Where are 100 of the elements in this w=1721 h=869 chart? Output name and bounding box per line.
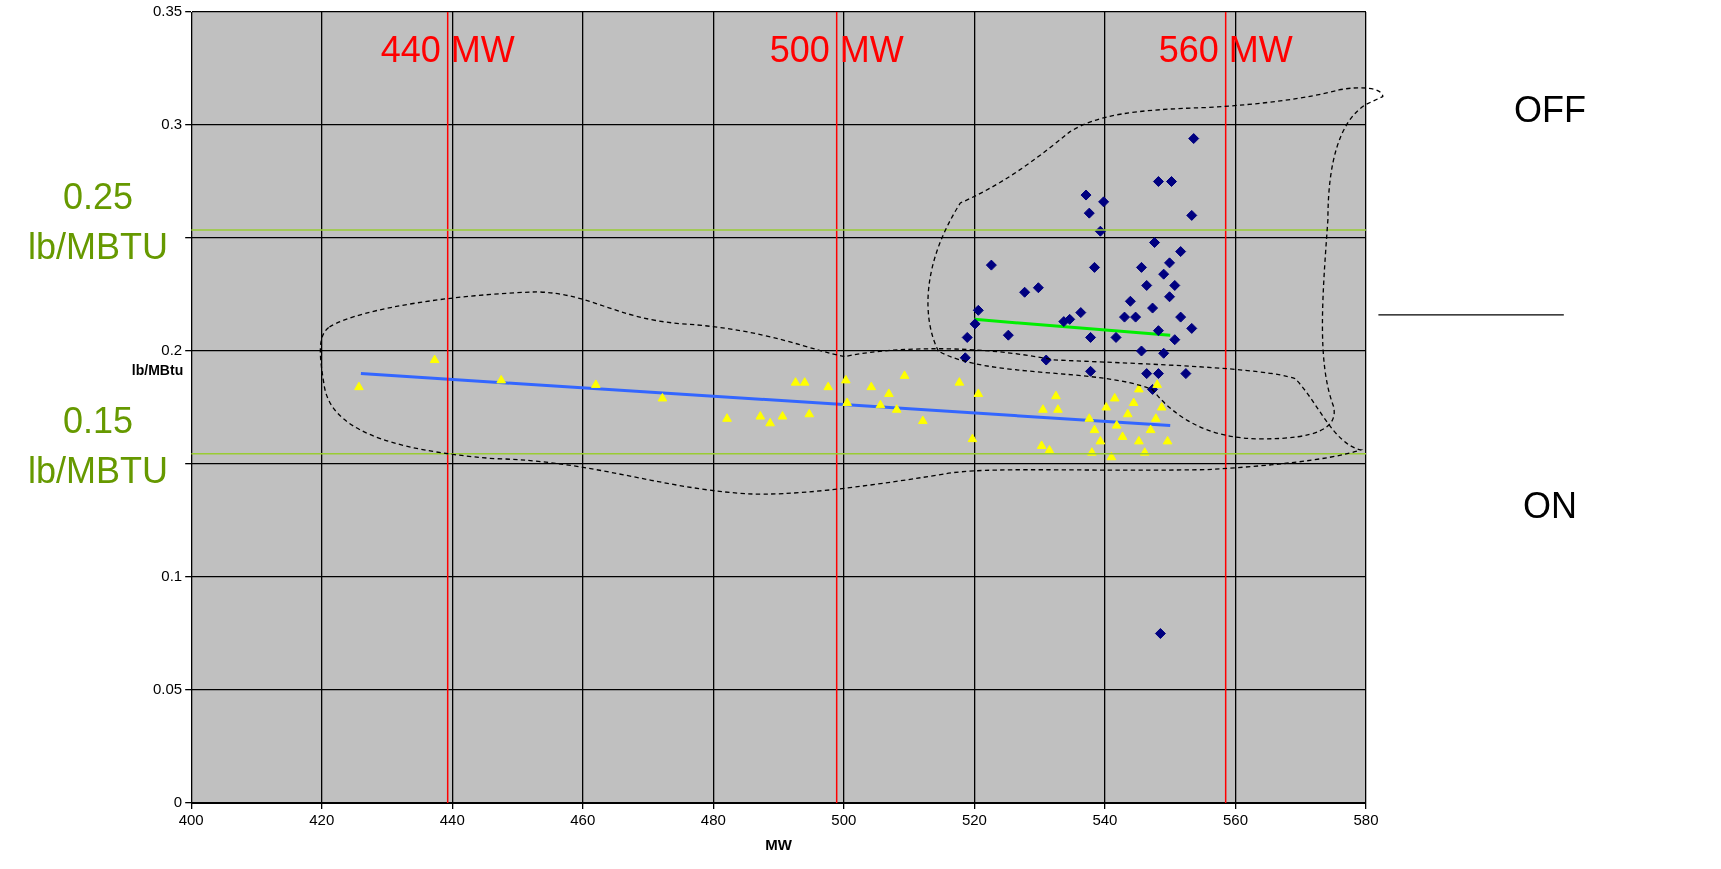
- point: [1175, 311, 1187, 323]
- point: [1124, 295, 1136, 307]
- point: [657, 392, 668, 402]
- text: ON: [1523, 484, 1577, 526]
- point: [1109, 392, 1120, 402]
- point: [866, 381, 877, 391]
- point: [765, 417, 775, 427]
- point: [1053, 404, 1063, 413]
- ref-line-label: 440 MW: [380, 28, 515, 70]
- point: [1164, 291, 1176, 303]
- y-tick-label: 0.35: [152, 2, 183, 20]
- x-tick-label: 460: [570, 811, 596, 829]
- point: [973, 388, 984, 397]
- point: [1119, 311, 1131, 323]
- point: [1164, 257, 1176, 269]
- point: [591, 379, 601, 388]
- point: [1075, 307, 1087, 319]
- point: [1134, 435, 1144, 445]
- point: [777, 411, 788, 420]
- x-tick-label: 540: [1092, 811, 1118, 829]
- x-tick-label: 480: [700, 811, 726, 829]
- point: [823, 381, 834, 391]
- point: [429, 354, 440, 364]
- point: [899, 370, 910, 379]
- point: [1080, 189, 1092, 201]
- point: [1088, 261, 1100, 273]
- point: [1188, 133, 1200, 145]
- point: [799, 377, 810, 386]
- point: [1156, 402, 1167, 411]
- point: [1098, 196, 1110, 208]
- point: [1032, 282, 1044, 294]
- point: [972, 304, 984, 316]
- point: [804, 408, 815, 418]
- point: [496, 374, 507, 384]
- point: [1152, 368, 1164, 380]
- point: [884, 388, 894, 397]
- ref-line-label: 0.15 lb/MBTU: [27, 399, 169, 491]
- x-axis-title: MW: [765, 836, 793, 854]
- point: [1038, 404, 1048, 413]
- point: [1186, 322, 1198, 334]
- point: [1162, 435, 1173, 445]
- point: [967, 433, 978, 443]
- point: [969, 318, 981, 330]
- point: [1084, 413, 1095, 422]
- point: [1175, 246, 1187, 258]
- point: [1064, 313, 1076, 325]
- point: [1095, 435, 1106, 445]
- point: [1122, 408, 1133, 418]
- point: [722, 413, 732, 422]
- point: [961, 331, 973, 343]
- x-tick-label: 420: [309, 811, 335, 829]
- x-tick-label: 580: [1353, 811, 1379, 829]
- y-tick-label: 0: [173, 793, 183, 811]
- point: [1169, 279, 1181, 291]
- y-tick-label: 0.05: [152, 680, 183, 698]
- point: [1089, 424, 1100, 434]
- point: [1186, 209, 1198, 221]
- point: [1036, 440, 1047, 449]
- point: [1145, 424, 1156, 434]
- point: [790, 377, 801, 386]
- point: [1180, 368, 1192, 380]
- x-tick-label: 400: [178, 811, 204, 829]
- point: [1101, 402, 1112, 411]
- point: [1085, 365, 1097, 377]
- point: [755, 411, 766, 420]
- point: [840, 374, 851, 384]
- point: [1051, 390, 1061, 400]
- point: [1169, 334, 1181, 346]
- x-tick-label: 500: [831, 811, 857, 829]
- point: [1134, 383, 1144, 393]
- point: [842, 397, 852, 406]
- point: [1111, 420, 1122, 429]
- y-tick-label: 0.3: [161, 115, 183, 133]
- ref-line-label: 0.25 lb/MBTU: [27, 176, 169, 268]
- x-tick-label: 440: [439, 811, 465, 829]
- point: [1147, 302, 1159, 314]
- point: [1083, 207, 1095, 219]
- point: [1151, 413, 1161, 422]
- point: [1158, 347, 1170, 359]
- point: [954, 377, 965, 386]
- point: [1152, 379, 1162, 388]
- point: [1019, 286, 1031, 298]
- point: [1152, 325, 1164, 337]
- y-tick-label: 0.2: [161, 341, 183, 359]
- x-tick-label: 520: [961, 811, 987, 829]
- y-tick-label: 0.1: [161, 567, 183, 585]
- y-axis-title: lb/MBtu: [131, 361, 184, 378]
- point: [985, 259, 997, 271]
- point: [1117, 431, 1128, 440]
- text: OFF: [1514, 88, 1586, 130]
- point: [1128, 397, 1139, 406]
- point: [1044, 444, 1055, 454]
- point: [1141, 368, 1153, 380]
- point: [918, 415, 928, 425]
- point: [354, 381, 364, 391]
- point: [1130, 311, 1142, 323]
- point: [1110, 331, 1122, 343]
- x-tick-label: 560: [1222, 811, 1248, 829]
- point: [1166, 176, 1177, 187]
- point: [1002, 329, 1014, 341]
